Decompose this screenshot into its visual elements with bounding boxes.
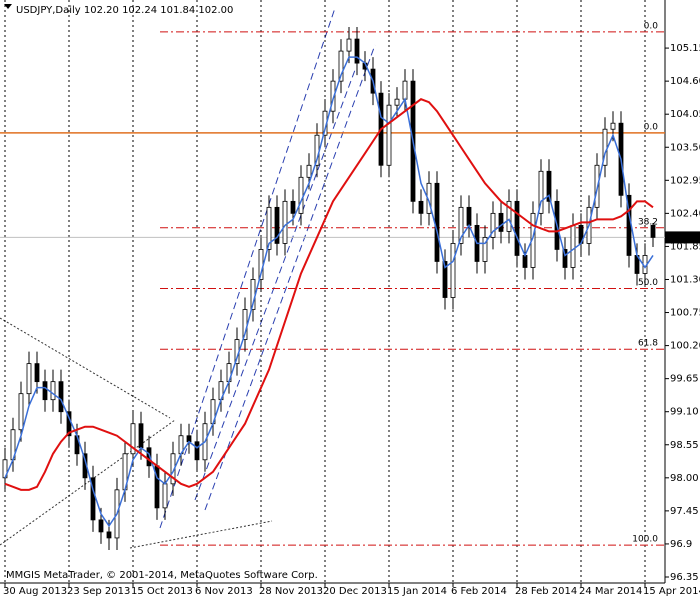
y-tick-label: 100.75	[670, 308, 700, 319]
channel-line	[204, 44, 376, 511]
candle-body	[274, 206, 280, 244]
x-tick-label: 20 Dec 2013	[323, 586, 387, 597]
y-tick-label: 103.50	[670, 142, 700, 153]
y-tick-label: 98.55	[670, 440, 699, 451]
y-tick-label: 101.30	[670, 274, 700, 285]
fib-label: 50.0	[638, 278, 658, 288]
y-tick-label: 102.40	[670, 208, 700, 219]
candle-body	[346, 38, 352, 52]
candle-body	[402, 80, 408, 100]
candle-body	[498, 212, 504, 232]
y-tick-label: 102.95	[670, 175, 700, 186]
footer: MMGIS MetaTrader, © 2001-2014, MetaQuote…	[6, 570, 318, 581]
candle-body	[266, 206, 272, 250]
candle-body	[18, 393, 24, 431]
x-tick-label: 28 Feb 2014	[515, 586, 577, 597]
x-tick-label: 24 Mar 2014	[579, 586, 642, 597]
candle-body	[338, 50, 344, 82]
candle-body	[26, 363, 32, 395]
candle-body	[650, 224, 656, 238]
fib-label: 61.8	[638, 339, 658, 349]
candle-body	[514, 200, 520, 256]
x-tick-label: 30 Aug 2013	[3, 586, 67, 597]
candle-body	[442, 261, 448, 298]
y-tick-label: 97.45	[670, 506, 699, 517]
x-tick-label: 15 Apr 2014	[643, 586, 700, 597]
candle-body	[458, 206, 464, 244]
candle-body	[490, 212, 496, 238]
x-tick-label: 23 Sep 2013	[67, 586, 130, 597]
fib-label: 100.0	[632, 535, 658, 545]
moving-average	[4, 56, 654, 528]
candle-body	[290, 200, 296, 214]
y-tick-label: 99.65	[670, 374, 699, 385]
candle-body	[90, 477, 96, 521]
candle-body	[610, 122, 616, 130]
current-price-box	[665, 231, 700, 244]
level-label: 0.0	[644, 122, 659, 132]
candle-body	[354, 38, 360, 64]
x-tick-label: 28 Nov 2013	[259, 586, 323, 597]
candle-body	[450, 243, 456, 298]
candle-body	[386, 104, 392, 166]
candle-body	[98, 519, 104, 533]
candle-body	[138, 423, 144, 449]
fib-label: 38.2	[638, 217, 658, 227]
y-tick-label: 104.05	[670, 109, 700, 120]
candle-body	[546, 170, 552, 202]
y-tick-label: 104.60	[670, 76, 700, 87]
candle-body	[394, 98, 400, 106]
candle-body	[42, 381, 48, 401]
moving-average	[4, 98, 654, 491]
trend-line	[0, 317, 171, 419]
candle-body	[538, 170, 544, 214]
candle-body	[418, 200, 424, 214]
y-tick-label: 96.9	[670, 539, 692, 550]
candle-body	[570, 224, 576, 268]
candle-body	[482, 237, 488, 262]
candle-body	[306, 164, 312, 178]
candle-body	[506, 200, 512, 232]
menu-icon	[4, 4, 12, 9]
trend-line	[129, 520, 273, 549]
x-tick-label: 15 Jan 2014	[387, 586, 447, 597]
x-tick-label: 6 Nov 2013	[195, 586, 253, 597]
x-tick-label: 15 Oct 2013	[131, 586, 193, 597]
chart-title: USDJPY,Daily 102.20 102.24 101.84 102.00	[16, 5, 233, 16]
candle-body	[282, 200, 288, 244]
candle-body	[146, 447, 152, 467]
candle-body	[298, 176, 304, 214]
candle-body	[130, 423, 136, 455]
x-tick-label: 6 Feb 2014	[451, 586, 507, 597]
candle-body	[58, 381, 64, 413]
y-tick-label: 105.15	[670, 43, 700, 54]
candle-body	[330, 80, 336, 112]
candle-body	[562, 249, 568, 268]
current-price-label: 102.00	[668, 232, 700, 243]
candle-body	[434, 182, 440, 262]
y-tick-label: 101.85	[670, 241, 700, 252]
y-tick-label: 100.20	[670, 341, 700, 352]
y-tick-label: 99.10	[670, 407, 699, 418]
candle-body	[194, 441, 200, 461]
candle-body	[34, 363, 40, 383]
y-tick-label: 96.35	[670, 572, 699, 583]
fib-label: 0.0	[644, 21, 659, 31]
y-tick-label: 98.00	[670, 473, 699, 484]
candle-body	[466, 206, 472, 226]
candle-body	[162, 483, 168, 509]
candle-body	[106, 531, 112, 539]
candle-body	[50, 381, 56, 401]
